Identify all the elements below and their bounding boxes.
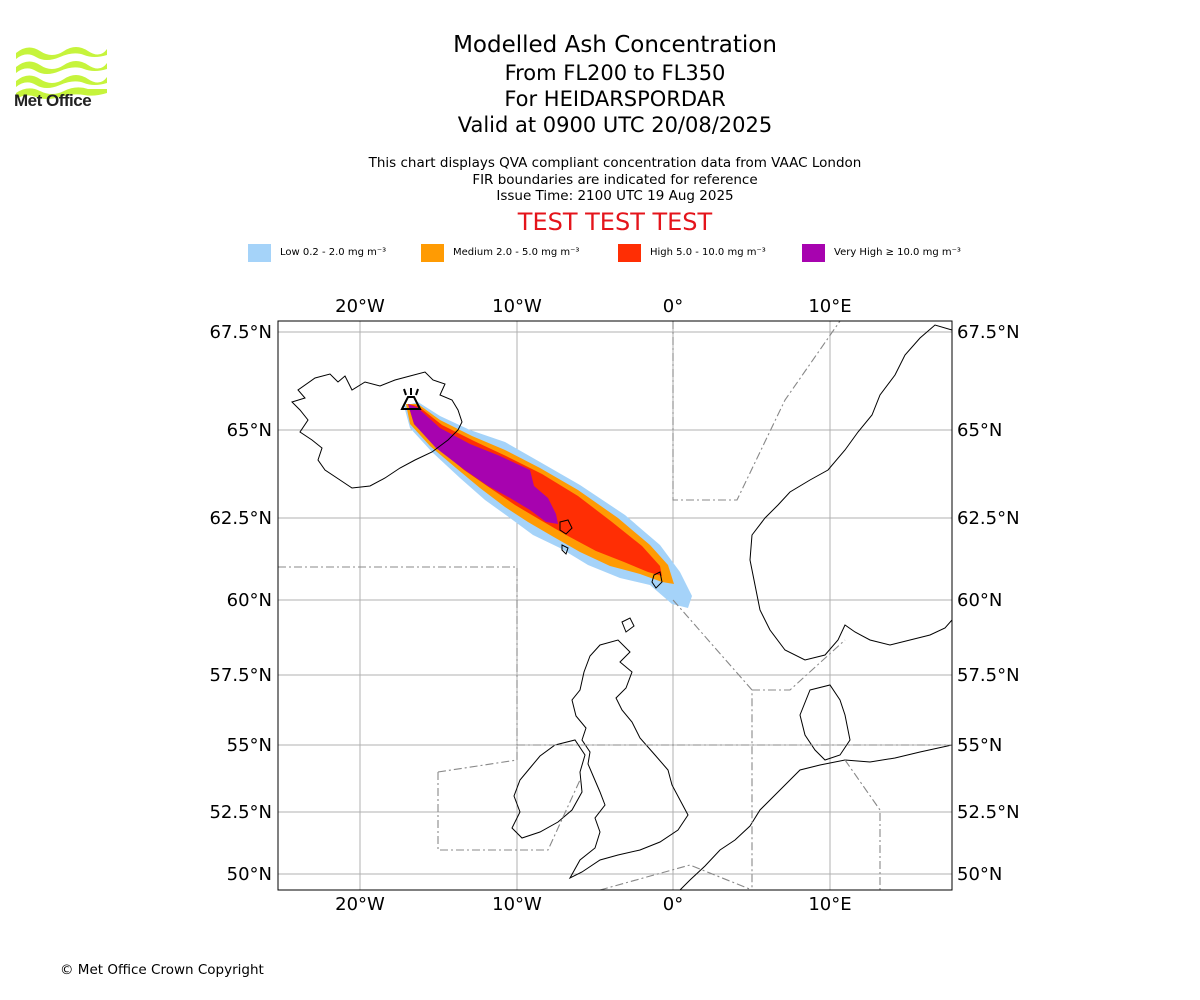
lon-tick-top: 20°W: [335, 296, 385, 317]
lat-tick-right: 50°N: [957, 864, 1002, 885]
lat-tick-left: 67.5°N: [209, 322, 272, 343]
legend-swatch: [618, 244, 641, 262]
legend-label: High 5.0 - 10.0 mg m⁻³: [650, 247, 766, 258]
lat-tick-left: 62.5°N: [209, 508, 272, 529]
note-line-2: FIR boundaries are indicated for referen…: [472, 171, 758, 188]
legend-label: Medium 2.0 - 5.0 mg m⁻³: [453, 247, 580, 258]
copyright-notice: © Met Office Crown Copyright: [60, 962, 264, 978]
lat-tick-right: 65°N: [957, 420, 1002, 441]
volcano-name: For HEIDARSPORDAR: [504, 87, 726, 111]
lat-tick-right: 52.5°N: [957, 802, 1020, 823]
faroe-islands-coastline: [559, 519, 573, 555]
fir-boundaries: [278, 321, 952, 890]
lon-tick-bottom: 10°W: [492, 894, 542, 915]
legend-swatch: [802, 244, 825, 262]
chart-title: Modelled Ash Concentration: [453, 32, 777, 58]
volcano-icon: [400, 388, 422, 410]
lat-tick-right: 55°N: [957, 735, 1002, 756]
lat-tick-left: 50°N: [227, 864, 272, 885]
scandinavia-coastline: [749, 324, 952, 661]
tick-labels: 20°W 10°W 0° 10°E 20°W 10°W 0° 10°E 67.5…: [209, 296, 1019, 915]
lon-tick-bottom: 10°E: [808, 894, 851, 915]
iceland-coastline: [291, 371, 463, 489]
denmark-coastline: [799, 684, 851, 761]
test-banner: TEST TEST TEST: [517, 207, 713, 236]
orkney-coastline: [621, 617, 635, 633]
lon-tick-top: 10°E: [808, 296, 851, 317]
lat-tick-right: 57.5°N: [957, 665, 1020, 686]
great-britain-coastline: [568, 639, 689, 880]
lat-tick-left: 55°N: [227, 735, 272, 756]
legend-swatch: [248, 244, 271, 262]
lat-tick-right: 62.5°N: [957, 508, 1020, 529]
lat-tick-right: 67.5°N: [957, 322, 1020, 343]
legend-label: Low 0.2 - 2.0 mg m⁻³: [280, 247, 387, 258]
lon-tick-top: 0°: [663, 296, 683, 317]
chart-header: Modelled Ash Concentration From FL200 to…: [365, 30, 865, 237]
note-line-1: This chart displays QVA compliant concen…: [368, 155, 862, 171]
coastlines: [291, 324, 952, 890]
shetland-coastline: [651, 571, 663, 589]
lon-tick-top: 10°W: [492, 296, 542, 317]
lon-tick-bottom: 0°: [663, 894, 683, 915]
legend-swatch: [421, 244, 444, 262]
lat-tick-left: 60°N: [227, 590, 272, 611]
lat-tick-right: 60°N: [957, 590, 1002, 611]
lat-tick-left: 57.5°N: [209, 665, 272, 686]
met-office-logo-icon: [16, 47, 107, 99]
issue-time: Issue Time: 2100 UTC 19 Aug 2025: [496, 188, 734, 204]
ash-plume: [404, 402, 692, 608]
ash-very-high-area: [408, 404, 558, 524]
met-office-wordmark: Met Office: [14, 91, 92, 110]
valid-time: Valid at 0900 UTC 20/08/2025: [457, 113, 773, 137]
ireland-coastline: [511, 739, 586, 839]
continent-coastline: [679, 744, 952, 890]
graticule: [278, 321, 952, 890]
lon-tick-bottom: 20°W: [335, 894, 385, 915]
flight-level-range: From FL200 to FL350: [504, 61, 726, 85]
map-frame: [277, 320, 953, 891]
lat-tick-left: 52.5°N: [209, 802, 272, 823]
legend-label: Very High ≥ 10.0 mg m⁻³: [834, 247, 961, 258]
lat-tick-left: 65°N: [227, 420, 272, 441]
chart-notes: This chart displays QVA compliant concen…: [365, 155, 865, 205]
